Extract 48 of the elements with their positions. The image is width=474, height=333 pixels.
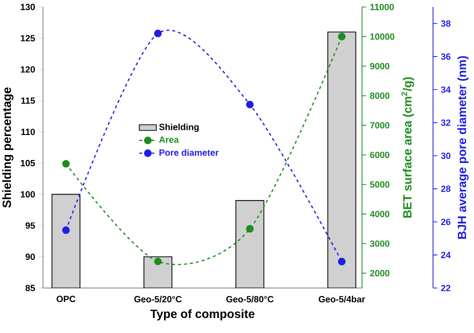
y-tick-label: 100 (20, 191, 35, 198)
y2-tick-label: 6000 (370, 152, 390, 158)
y3-tick-label: 28 (441, 186, 450, 192)
point (338, 32, 346, 40)
y-tick-label: 90 (26, 254, 35, 260)
y2-tick-label: 9000 (370, 62, 390, 70)
y2-tick-label: 10000 (370, 33, 394, 40)
legend-label: Pore diameter (159, 149, 219, 156)
y3-tick-label: 30 (440, 152, 450, 159)
point (246, 100, 254, 108)
point (62, 160, 70, 168)
y-tick-label: 95 (26, 222, 35, 229)
y3-axis-title: BJH average pore diameter (nm) (457, 56, 469, 239)
y2-tick-label: 8000 (370, 92, 390, 99)
point (338, 258, 346, 266)
point (154, 30, 162, 38)
y3-tick-label: 32 (440, 120, 450, 126)
y2-tick-label: 3000 (370, 240, 390, 247)
x-tick-label: OPC (56, 296, 76, 302)
x-tick-label: Geo-5/80°C (226, 296, 274, 302)
y2-tick-label: 5000 (370, 181, 390, 188)
y3-tick-label: 38 (440, 20, 450, 27)
y2-tick-label: 4000 (370, 210, 390, 218)
y-tick-label: 115 (21, 98, 35, 104)
y-tick-label: 120 (20, 66, 35, 73)
y2-tick-label: 7000 (370, 122, 390, 128)
y3-tick-label: 26 (441, 218, 450, 226)
y3-tick-label: 24 (441, 252, 451, 258)
y-tick-label: 125 (20, 35, 35, 42)
point (246, 225, 254, 233)
x-axis-title: Type of composite (150, 309, 254, 320)
y2-tick-label: 2000 (370, 270, 390, 276)
legend-label: Area (159, 136, 179, 143)
point (62, 226, 70, 234)
y-axis-title: Shielding percentage (2, 87, 14, 208)
x-tick-label: Geo-5/20°C (134, 296, 182, 302)
y-tick-label: 130 (20, 4, 35, 10)
y-tick-label: 110 (21, 128, 35, 136)
y-tick-label: 105 (20, 160, 35, 166)
y-tick-label: 85 (26, 284, 35, 292)
y3-tick-label: 34 (440, 86, 451, 93)
legend-label: Shielding (159, 124, 199, 132)
y3-tick-label: 22 (441, 284, 450, 292)
x-tick-label: Geo-5/4bar (318, 296, 366, 302)
y3-tick-label: 36 (440, 53, 450, 60)
point (154, 258, 162, 266)
y2-axis-title: BET surface area (cm$^{2}$/g) (402, 77, 414, 218)
y2-tick-label: 11000 (370, 4, 394, 10)
